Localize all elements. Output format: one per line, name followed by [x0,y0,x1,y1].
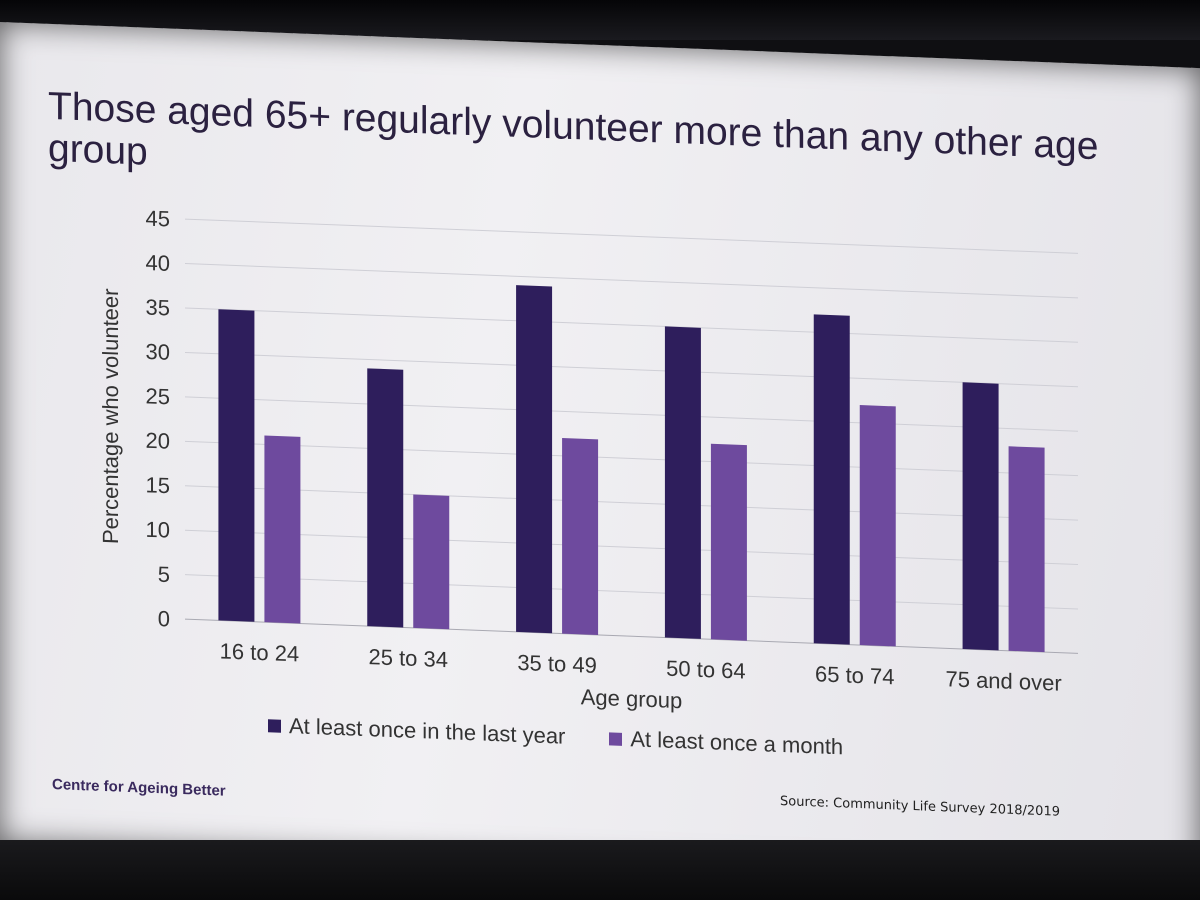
bar-last-year [218,309,255,622]
gridlines [185,218,1078,654]
bar-monthly [710,443,747,641]
legend-swatch-last-year [268,718,281,733]
x-tick-label: 50 to 64 [666,656,745,684]
y-tick-label: 5 [158,562,170,587]
gridline [185,440,1078,477]
y-tick-label: 30 [146,339,170,365]
gridline [185,618,1078,654]
gridline [185,485,1078,521]
gridline [185,396,1078,432]
y-axis-ticks: 0 5 10 15 20 25 30 35 40 45 [146,206,170,632]
bar-monthly [562,438,599,635]
x-axis-ticks: 16 to 24 25 to 34 35 to 49 50 to 64 65 to 74… [220,638,1062,695]
x-tick-label: 16 to 24 [220,638,299,666]
bar-last-year [664,326,701,639]
gridline [185,263,1078,299]
y-tick-label: 40 [146,250,170,276]
bar-last-year [367,368,404,628]
bar-monthly [1008,446,1045,653]
bars [218,285,1045,653]
y-tick-label: 45 [146,206,170,232]
monitor-bottom [0,840,1200,900]
x-tick-label: 25 to 34 [369,644,448,672]
gridline [185,218,1078,254]
bar-last-year [516,285,553,634]
gridline [185,574,1078,610]
x-axis-label: Age group [581,684,682,713]
y-tick-label: 15 [146,472,170,498]
bar-chart: 0 5 10 15 20 25 30 35 40 45 16 to 24 25 to 34 35 to… [98,206,1078,713]
gridline [185,307,1078,343]
y-tick-label: 0 [158,606,170,631]
legend-swatch-month [609,731,623,746]
bar-monthly [264,435,301,624]
y-axis-label: Percentage who volunteer [98,288,123,544]
bar-last-year [813,314,850,645]
y-tick-label: 10 [146,517,170,543]
x-tick-label: 65 to 74 [815,661,894,689]
x-tick-label: 75 and over [946,666,1062,695]
gridline [185,351,1078,388]
x-tick-label: 35 to 49 [517,650,596,678]
bar-last-year [962,382,999,651]
bar-monthly [413,494,450,630]
y-tick-label: 35 [146,294,170,320]
gridline [185,529,1078,566]
y-tick-label: 25 [146,383,170,409]
y-tick-label: 20 [146,428,170,454]
bar-monthly [859,405,896,647]
slide: Those aged 65+ regularly volunteer more … [0,22,1200,889]
